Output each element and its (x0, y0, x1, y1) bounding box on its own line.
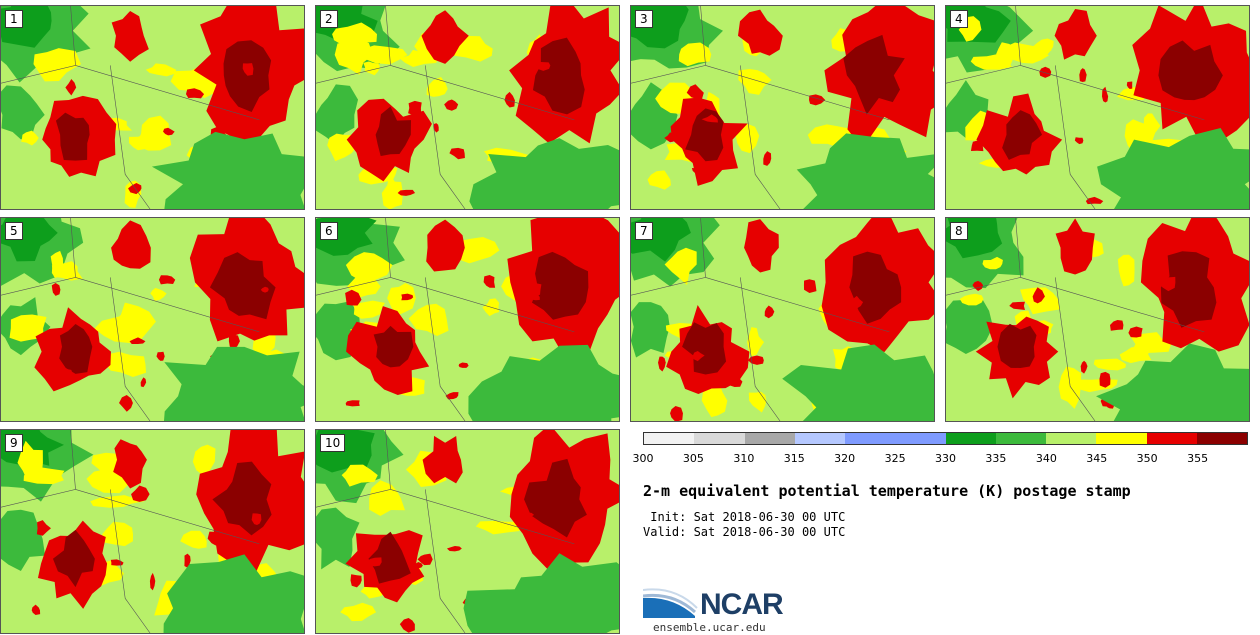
colorbar-segment (694, 433, 745, 444)
member-label: 7 (635, 222, 653, 240)
postage-stamp-1: 1 (0, 5, 305, 210)
colorbar-segment (895, 433, 946, 444)
colorbar-tick-label: 345 (1086, 452, 1108, 465)
postage-stamp-9: 9 (0, 429, 305, 634)
member-label: 8 (950, 222, 968, 240)
colorbar-tick-label: 350 (1136, 452, 1158, 465)
colorbar-segment (744, 433, 795, 444)
colorbar-segment (1046, 433, 1097, 444)
logo-url: ensemble.ucar.edu (653, 621, 766, 634)
colorbar-segment (1196, 433, 1247, 444)
member-label: 9 (5, 434, 23, 452)
colorbar-tick-label: 340 (1035, 452, 1057, 465)
postage-stamp-10: 10 (315, 429, 620, 634)
colorbar-segment (995, 433, 1046, 444)
colorbar (643, 432, 1248, 445)
colorbar-segment (1096, 433, 1147, 444)
colorbar-tick-label: 325 (884, 452, 906, 465)
postage-stamp-4: 4 (945, 5, 1250, 210)
figure-title: 2-m equivalent potential temperature (K)… (643, 482, 1131, 500)
member-label: 5 (5, 222, 23, 240)
valid-time: Valid: Sat 2018-06-30 00 UTC (643, 525, 846, 539)
colorbar-segment (1146, 433, 1197, 444)
member-label: 3 (635, 10, 653, 28)
colorbar-tick-label: 355 (1187, 452, 1209, 465)
colorbar-segment (794, 433, 845, 444)
postage-stamp-2: 2 (315, 5, 620, 210)
colorbar-tick-label: 305 (682, 452, 704, 465)
colorbar-segment (845, 433, 896, 444)
ncar-logo-icon (643, 588, 698, 618)
member-label: 2 (320, 10, 338, 28)
colorbar-tick-label: 320 (834, 452, 856, 465)
member-label: 1 (5, 10, 23, 28)
postage-stamp-7: 7 (630, 217, 935, 422)
postage-stamp-8: 8 (945, 217, 1250, 422)
colorbar-tick-label: 315 (783, 452, 805, 465)
colorbar-ticks: 300 305 310 315 320 325 330 335 340 345 350 355 (633, 452, 1248, 466)
member-label: 6 (320, 222, 338, 240)
postage-stamp-5: 5 (0, 217, 305, 422)
postage-stamp-3: 3 (630, 5, 935, 210)
colorbar-tick-label: 335 (985, 452, 1007, 465)
colorbar-tick-label: 330 (935, 452, 956, 465)
colorbar-tick-label: 300 (632, 452, 654, 465)
colorbar-segment (644, 433, 695, 444)
init-time: Init: Sat 2018-06-30 00 UTC (643, 510, 846, 524)
colorbar-tick-label: 310 (733, 452, 755, 465)
postage-stamp-6: 6 (315, 217, 620, 422)
colorbar-segment (945, 433, 996, 444)
member-label: 4 (950, 10, 968, 28)
logo-wordmark: NCAR (700, 588, 784, 621)
member-label: 10 (320, 434, 346, 452)
